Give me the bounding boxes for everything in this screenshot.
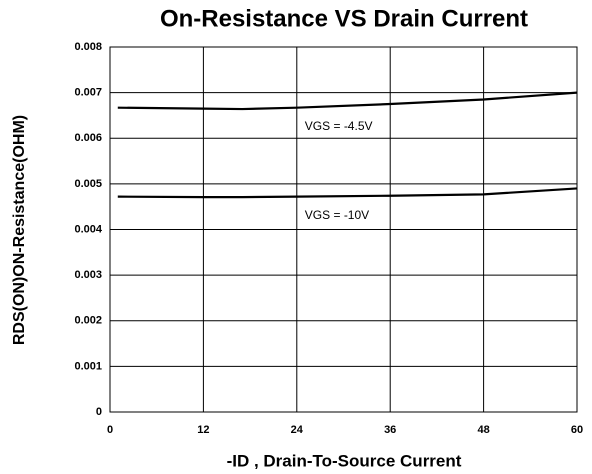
y-tick-label: 0.004	[74, 223, 102, 235]
y-tick-label: 0.008	[74, 41, 102, 53]
x-axis-label: -ID , Drain-To-Source Current	[227, 451, 462, 470]
y-axis-label: RDS(ON)ON-Resistance(OHM)	[11, 115, 28, 345]
y-tick-label: 0.006	[74, 132, 102, 144]
y-tick-label: 0.001	[74, 360, 102, 372]
y-tick-label: 0.007	[74, 87, 102, 99]
x-tick-label: 48	[477, 424, 489, 436]
x-tick-label: 24	[291, 424, 304, 436]
series-line	[117, 187, 578, 199]
x-tick-label: 60	[571, 424, 583, 436]
y-tick-label: 0.005	[74, 178, 102, 190]
x-tick-label: 12	[197, 424, 209, 436]
series-line	[117, 91, 578, 111]
y-tick-label: 0.002	[74, 315, 102, 327]
y-tick-label: 0.003	[74, 269, 102, 281]
chart-title: On-Resistance VS Drain Current	[160, 5, 528, 32]
y-tick-label: 0	[96, 406, 102, 418]
x-tick-label: 0	[107, 424, 113, 436]
x-tick-label: 36	[384, 424, 396, 436]
series-label: VGS = -10V	[305, 208, 369, 222]
series-label: VGS = -4.5V	[305, 119, 373, 133]
